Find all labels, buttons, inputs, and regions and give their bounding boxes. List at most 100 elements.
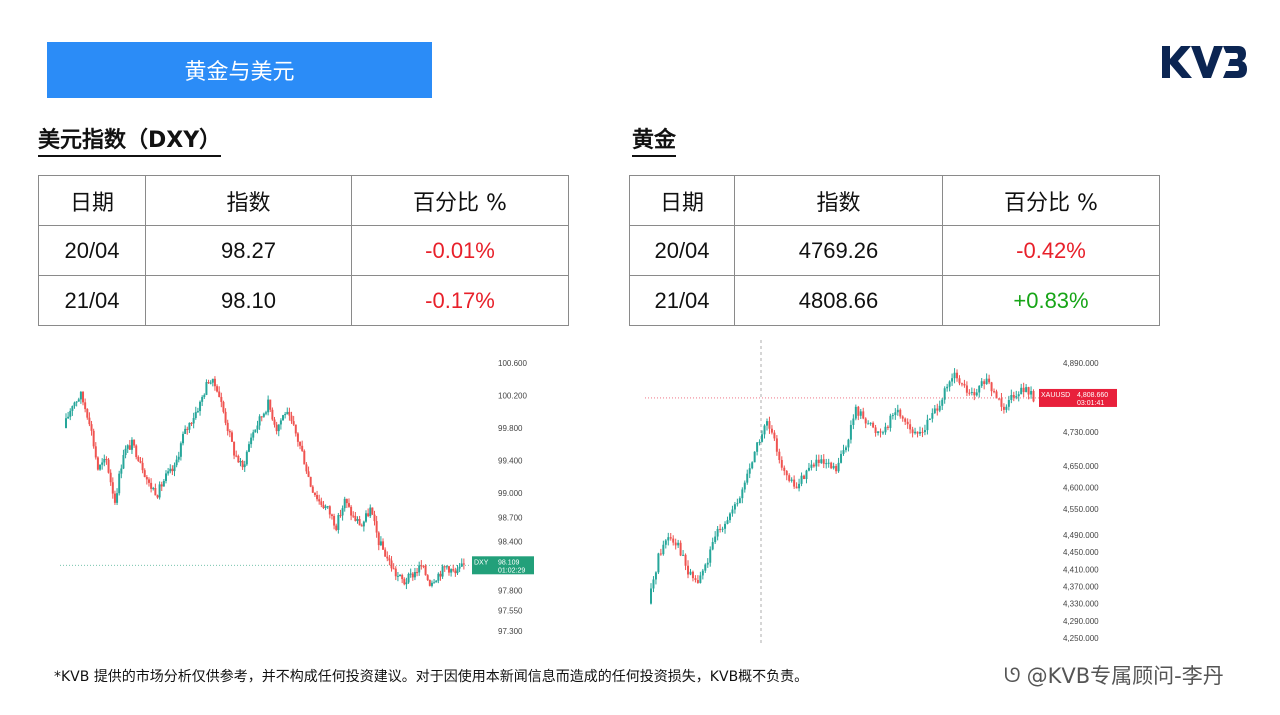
candle-body (889, 415, 892, 428)
candle-body (252, 432, 255, 438)
candle-body (218, 391, 221, 397)
candle-body (928, 418, 931, 420)
candle (235, 450, 238, 458)
candle (107, 457, 110, 474)
candle-body (906, 421, 909, 425)
candle (706, 558, 709, 568)
candle-body (724, 523, 727, 529)
candle (279, 418, 282, 430)
candle-body (324, 506, 327, 508)
candle (75, 401, 78, 407)
candle (316, 490, 319, 502)
candle-body (156, 495, 159, 498)
candle (462, 558, 465, 570)
candle-body (318, 499, 321, 502)
candle (1005, 404, 1008, 413)
candle-body (790, 479, 793, 481)
candle-body (704, 564, 707, 571)
candle (758, 439, 761, 446)
candle (135, 444, 138, 460)
candle-body (815, 459, 818, 467)
candle-body (147, 479, 150, 483)
candle-body (137, 457, 140, 461)
candle-body (770, 428, 773, 433)
cell-percent: -0.17% (351, 275, 569, 326)
candle (365, 510, 367, 523)
candle (652, 576, 655, 593)
candle-body (286, 411, 289, 415)
y-tick-label: 4,330.000 (1063, 600, 1099, 609)
candle (160, 481, 163, 492)
cell-value: 4769.26 (734, 225, 943, 276)
candle (126, 444, 129, 454)
candle (938, 400, 941, 413)
candle-body (894, 412, 897, 416)
candle (373, 510, 376, 526)
candle (275, 421, 278, 435)
candle-body (399, 574, 402, 576)
candle (763, 424, 766, 439)
candle-body (284, 414, 287, 416)
candle (1002, 403, 1005, 414)
candle-body (184, 428, 187, 434)
candle (689, 568, 692, 576)
price-tag-countdown: 01:02:29 (498, 567, 525, 574)
candle-body (299, 441, 302, 446)
candle (812, 462, 815, 468)
candle (894, 408, 897, 420)
candle (150, 478, 153, 493)
candle-body (919, 431, 922, 434)
candle-body (150, 482, 153, 489)
candle-body (188, 422, 191, 430)
candle (936, 403, 939, 416)
candle (177, 451, 180, 463)
candle (367, 508, 370, 518)
candle (886, 425, 889, 431)
candle-body (182, 433, 185, 444)
candle-body (896, 409, 899, 413)
section-banner: 黄金与美元 (47, 42, 432, 98)
candle (443, 565, 446, 572)
candle-body (220, 396, 223, 402)
candle (657, 552, 660, 575)
candle (896, 404, 899, 416)
candle-body (394, 568, 397, 577)
candle-body (271, 409, 274, 420)
candle (362, 520, 365, 532)
candle (124, 445, 127, 459)
candle-body (938, 405, 941, 411)
candle-body (245, 451, 248, 465)
candle (165, 470, 167, 484)
candle (84, 398, 87, 413)
candle (288, 407, 291, 421)
candle (301, 440, 304, 452)
candle-body (691, 571, 694, 579)
candle (835, 464, 838, 474)
candle (820, 454, 823, 464)
candle-body (460, 563, 463, 567)
candle-body (904, 418, 907, 422)
candle (441, 564, 444, 579)
candle (923, 424, 926, 436)
candle-body (118, 473, 121, 494)
candle (169, 464, 172, 474)
candle-body (864, 418, 867, 424)
candle-body (778, 451, 781, 460)
candle (320, 497, 323, 508)
banner-title: 黄金与美元 (184, 60, 295, 85)
candle-body (409, 573, 412, 575)
candle (360, 523, 363, 527)
header-index: 指数 (145, 175, 352, 226)
candle-body (840, 453, 843, 463)
candle-body (237, 456, 240, 463)
candle (805, 469, 808, 484)
candle (928, 418, 931, 421)
candle-body (849, 424, 852, 440)
candle (303, 449, 306, 465)
candle (109, 469, 112, 486)
candle (761, 430, 764, 443)
candle (1020, 383, 1023, 395)
candle (733, 501, 736, 514)
candle-body (330, 514, 333, 516)
y-tick-label: 4,290.000 (1063, 617, 1099, 626)
